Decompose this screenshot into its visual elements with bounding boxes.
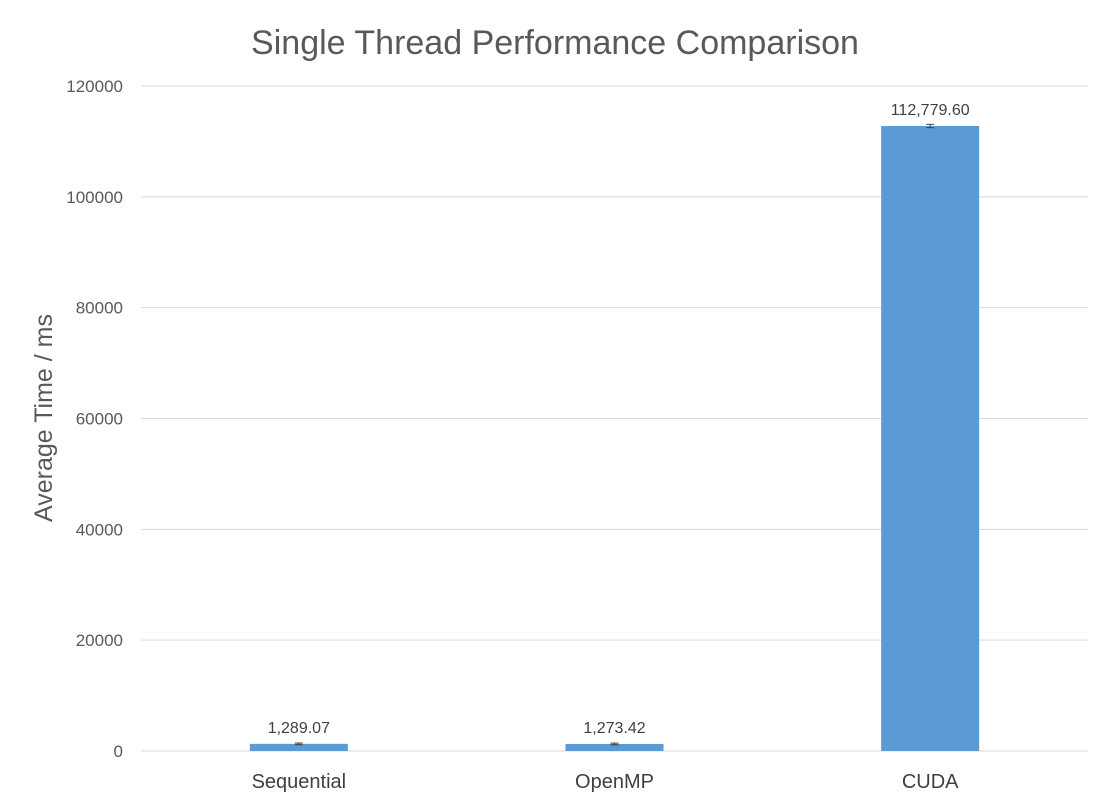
error-bar-openmp [610,742,619,746]
error-bars [294,123,935,746]
data-label-cuda: 112,779.60 [891,102,970,119]
x-category-label: CUDA [902,771,959,793]
x-category-label: OpenMP [575,771,654,793]
y-tick-label: 100000 [66,188,123,207]
x-axis-categories: Sequential OpenMP CUDA [252,771,960,793]
data-label-openmp: 1,273.42 [583,720,645,737]
bar-cuda [881,126,980,751]
y-axis-ticks: 0 20000 40000 60000 80000 100000 120000 [66,77,123,761]
y-tick-label: 40000 [76,520,123,539]
y-axis-label: Average Time / ms [30,314,58,522]
y-tick-label: 60000 [76,410,123,429]
gridlines [141,85,1088,752]
y-tick-label: 120000 [66,77,123,96]
data-label-sequential: 1,289.07 [268,720,330,737]
data-labels: 1,289.07 1,273.42 112,779.60 [268,102,970,737]
bar-openmp [565,743,664,751]
error-bar-cuda [926,123,935,129]
bar-sequential [249,743,348,751]
y-tick-label: 20000 [76,631,123,650]
error-bar-sequential [294,742,303,746]
chart-title: Single Thread Performance Comparison [251,24,859,62]
y-tick-label: 80000 [76,299,123,318]
bars [249,126,980,751]
x-category-label: Sequential [252,771,347,793]
y-tick-label: 0 [114,742,123,761]
